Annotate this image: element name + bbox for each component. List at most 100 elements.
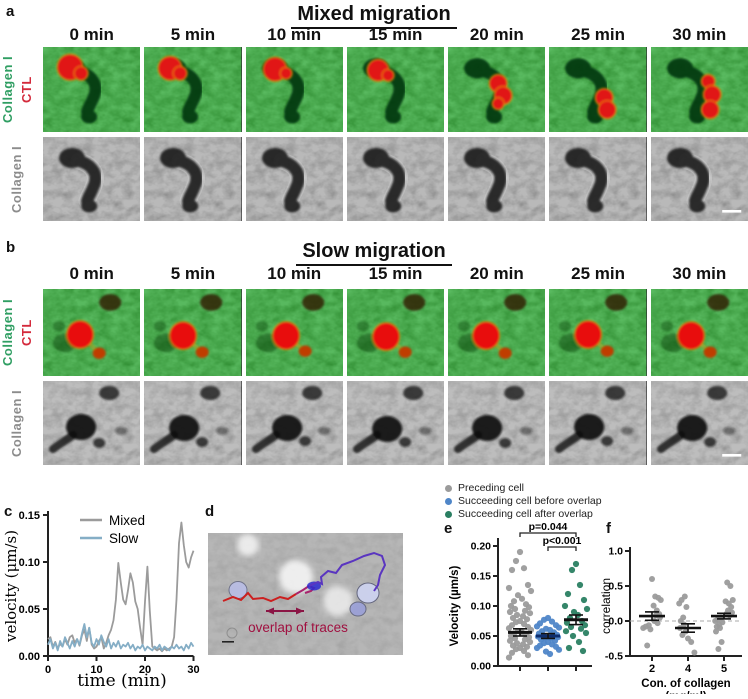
panel-letter-d: d xyxy=(205,503,215,520)
micrograph-a-merged-1 xyxy=(144,47,242,132)
micrograph-b-merged-0 xyxy=(43,289,141,376)
panel-a-merged-row xyxy=(43,47,748,132)
micrograph-a-collagen-4 xyxy=(448,137,546,221)
panel-a-time-labels: 0 min 5 min 10 min 15 min 20 min 25 min 30 min xyxy=(43,24,748,46)
svg-text:0.20: 0.20 xyxy=(471,541,492,553)
legend-item-label: Preceding cell xyxy=(458,482,524,494)
svg-text:0.5: 0.5 xyxy=(608,581,623,593)
time-label-a-4: 20 min xyxy=(469,25,524,44)
time-label-b-1: 5 min xyxy=(170,264,216,283)
svg-text:p=0.044: p=0.044 xyxy=(529,521,568,533)
trace-overlap-micrograph: overlap of traces xyxy=(208,533,403,655)
micrograph-b-merged-4 xyxy=(448,289,546,376)
svg-text:4: 4 xyxy=(685,663,692,675)
svg-text:0: 0 xyxy=(45,664,51,676)
time-label-a-1: 5 min xyxy=(170,25,216,44)
micrograph-a-merged-6 xyxy=(650,47,748,132)
svg-text:0.05: 0.05 xyxy=(19,604,40,616)
legend-item-2: Succeeding cell after overlap xyxy=(445,508,602,520)
micrograph-b-collagen-6 xyxy=(650,381,748,465)
panel-b-merged-row xyxy=(43,289,748,376)
velocity-dot-plot: 0.00 0.05 0.10 0.15 0.20 Velocity (µm/s) p=0.… xyxy=(442,518,594,697)
svg-text:velocity (μm/s): velocity (μm/s) xyxy=(2,530,20,643)
panel-a-title: Mixed migration xyxy=(0,3,748,29)
time-label-b-5: 25 min xyxy=(571,264,625,283)
svg-text:0.10: 0.10 xyxy=(19,557,40,569)
svg-text:Mixed: Mixed xyxy=(109,513,145,528)
svg-text:0.15: 0.15 xyxy=(19,510,40,522)
micrograph-a-merged-2 xyxy=(245,47,343,132)
panel-a-collagen-row xyxy=(43,137,748,221)
panel-letter-f: f xyxy=(606,520,611,537)
micrograph-b-merged-3 xyxy=(346,289,445,376)
panel-a-row2-label-collagen: Collagen I xyxy=(9,145,24,213)
time-label-b-2: 10 min xyxy=(267,264,322,283)
legend-item-label: Succeeding cell after overlap xyxy=(458,508,593,520)
micrograph-a-collagen-2 xyxy=(245,137,343,221)
svg-text:0.05: 0.05 xyxy=(471,631,492,643)
legend-dot-icon xyxy=(445,510,452,518)
svg-text:-0.5: -0.5 xyxy=(605,651,623,663)
time-label-b-4: 20 min xyxy=(469,264,524,283)
micrograph-b-collagen-3 xyxy=(346,381,445,465)
micrograph-a-merged-0 xyxy=(43,47,141,132)
time-label-a-5: 25 min xyxy=(571,25,625,44)
time-label-b-3: 15 min xyxy=(368,264,423,283)
svg-text:0.0: 0.0 xyxy=(608,616,623,628)
svg-text:Con. of collagen: Con. of collagen xyxy=(641,678,730,690)
svg-text:1.0: 1.0 xyxy=(608,546,623,558)
time-label-a-3: 15 min xyxy=(368,25,423,44)
correlation-dot-plot: -0.5 0.0 0.5 1.0 correlation 2 4 5 Con. of co… xyxy=(599,518,748,699)
panel-b-row1-label-collagen: Collagen I xyxy=(0,298,15,367)
legend-dot-icon xyxy=(445,484,452,492)
legend-item-0: Preceding cell xyxy=(445,482,602,494)
svg-text:0.10: 0.10 xyxy=(471,601,492,613)
panel-b-collagen-row xyxy=(43,381,748,465)
panel-letter-c: c xyxy=(4,503,13,520)
svg-text:Velocity (µm/s): Velocity (µm/s) xyxy=(449,565,461,646)
legend-dot-icon xyxy=(445,497,452,505)
micrograph-b-collagen-5 xyxy=(549,381,647,465)
panel-b-row2-label-collagen: Collagen I xyxy=(9,389,24,457)
micrograph-a-collagen-0 xyxy=(43,137,141,221)
legend-item-1: Succeeding cell before overlap xyxy=(445,495,602,507)
micrograph-a-merged-5 xyxy=(549,47,647,132)
legend-item-label: Succeeding cell before overlap xyxy=(458,495,602,507)
svg-text:30: 30 xyxy=(187,664,199,676)
panel-b-title: Slow migration xyxy=(0,240,748,266)
svg-text:Slow: Slow xyxy=(109,531,139,546)
micrograph-b-collagen-0 xyxy=(43,381,141,465)
time-label-a-0: 0 min xyxy=(69,25,114,44)
panel-letter-a: a xyxy=(6,3,15,20)
svg-text:p<0.001: p<0.001 xyxy=(543,535,582,547)
svg-text:(mg/ml): (mg/ml) xyxy=(665,691,707,694)
panel-b-row1-label-ctl: CTL xyxy=(19,319,34,346)
micrograph-b-merged-6 xyxy=(650,289,748,376)
time-label-b-6: 30 min xyxy=(672,264,727,283)
micrograph-a-merged-4 xyxy=(448,47,546,132)
svg-text:0.00: 0.00 xyxy=(19,651,40,663)
panel-letter-e: e xyxy=(444,520,453,537)
svg-text:5: 5 xyxy=(721,663,727,675)
svg-text:0.15: 0.15 xyxy=(471,571,492,583)
micrograph-b-collagen-1 xyxy=(144,381,242,465)
panel-a-row1-label-ctl: CTL xyxy=(19,76,34,103)
time-label-a-2: 10 min xyxy=(267,25,322,44)
svg-text:10: 10 xyxy=(90,664,102,676)
micrograph-a-collagen-5 xyxy=(549,137,647,221)
panel-b-time-labels: 0 min 5 min 10 min 15 min 20 min 25 min 30 min xyxy=(43,263,748,285)
panel-a-row1-label-collagen: Collagen I xyxy=(0,55,15,124)
svg-text:20: 20 xyxy=(139,664,151,676)
micrograph-b-collagen-2 xyxy=(245,381,343,465)
svg-text:correlation: correlation xyxy=(600,578,613,634)
panel-letter-b: b xyxy=(6,239,16,256)
micrograph-a-collagen-6 xyxy=(650,137,748,221)
micrograph-a-collagen-3 xyxy=(346,137,445,221)
micrograph-b-merged-1 xyxy=(144,289,242,376)
micrograph-a-merged-3 xyxy=(346,47,445,132)
micrograph-b-merged-5 xyxy=(549,289,647,376)
time-label-b-0: 0 min xyxy=(69,264,114,283)
time-label-a-6: 30 min xyxy=(672,25,727,44)
svg-text:time (min): time (min) xyxy=(77,671,167,691)
svg-text:0.00: 0.00 xyxy=(471,661,492,673)
